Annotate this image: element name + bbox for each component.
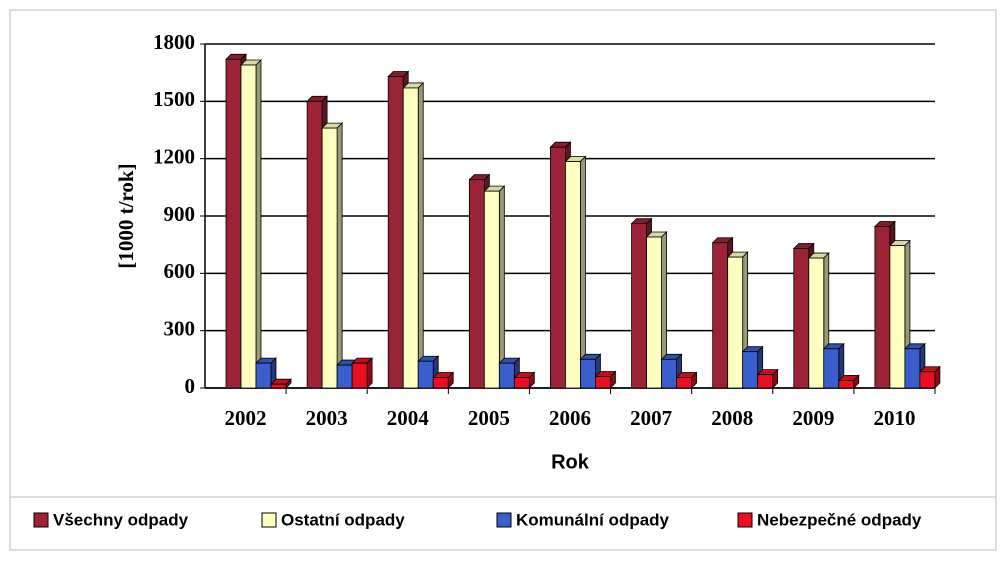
- bar: [351, 362, 368, 389]
- bar-depth: [580, 155, 586, 389]
- x-tick-label: 2004: [387, 406, 430, 430]
- bar: [387, 76, 404, 389]
- bar: [631, 223, 647, 389]
- x-tick-label: 2009: [792, 406, 834, 430]
- x-tick-label: 2005: [468, 406, 510, 430]
- bar: [306, 100, 323, 389]
- bar: [727, 256, 744, 389]
- y-axis-label: [1000 t/rok]: [114, 163, 138, 268]
- bar: [838, 379, 855, 389]
- legend-swatch: [737, 512, 753, 528]
- y-tick-label: 1500: [153, 87, 195, 111]
- legend-label: Všechny odpady: [53, 510, 189, 529]
- bar: [240, 64, 257, 389]
- bar-depth: [366, 357, 373, 389]
- x-tick-label: 2010: [873, 406, 915, 430]
- y-tick-label: 1200: [153, 144, 195, 168]
- bar-depth: [417, 81, 424, 389]
- bar: [565, 161, 581, 389]
- legend-label: Komunální odpady: [516, 510, 670, 529]
- bar: [417, 360, 434, 389]
- bar: [874, 226, 891, 389]
- x-tick-label: 2008: [711, 406, 753, 430]
- bar-depth: [255, 59, 262, 389]
- legend-swatch: [261, 512, 277, 528]
- bar: [712, 242, 729, 389]
- bar: [919, 371, 936, 389]
- bar: [580, 358, 596, 389]
- bar: [904, 348, 921, 389]
- bar: [402, 87, 419, 389]
- bar: [793, 248, 810, 389]
- bar: [757, 374, 774, 389]
- bar-depth: [498, 185, 505, 389]
- bar: [646, 236, 662, 389]
- y-tick-label: 1800: [153, 30, 195, 54]
- bar: [321, 127, 338, 389]
- bar: [823, 348, 840, 389]
- x-tick-label: 2007: [630, 406, 672, 430]
- y-tick-label: 600: [164, 259, 196, 283]
- bar: [595, 376, 611, 389]
- bar: [255, 362, 272, 389]
- bar: [336, 364, 353, 389]
- bar: [889, 245, 906, 389]
- bar: [270, 383, 287, 389]
- bar: [661, 358, 677, 389]
- bar: [498, 362, 515, 389]
- x-tick-label: 2006: [549, 406, 591, 430]
- bar: [808, 257, 825, 389]
- bar-depth: [336, 122, 343, 389]
- bar: [225, 58, 242, 389]
- bar: [513, 377, 530, 389]
- y-tick-label: 0: [185, 374, 196, 398]
- bar: [432, 377, 449, 389]
- bar: [742, 351, 759, 389]
- bar: [468, 179, 485, 389]
- x-axis-label: Rok: [551, 451, 590, 473]
- x-tick-label: 2002: [225, 406, 267, 430]
- y-tick-label: 300: [164, 316, 196, 340]
- legend-swatch: [33, 512, 49, 528]
- legend-swatch: [496, 512, 512, 528]
- legend-label: Ostatní odpady: [281, 510, 405, 529]
- bar: [676, 377, 692, 389]
- legend-label: Nebezpečné odpady: [757, 510, 922, 529]
- x-tick-label: 2003: [306, 406, 348, 430]
- bar: [483, 190, 500, 389]
- bar: [550, 146, 566, 389]
- y-tick-label: 900: [164, 202, 196, 226]
